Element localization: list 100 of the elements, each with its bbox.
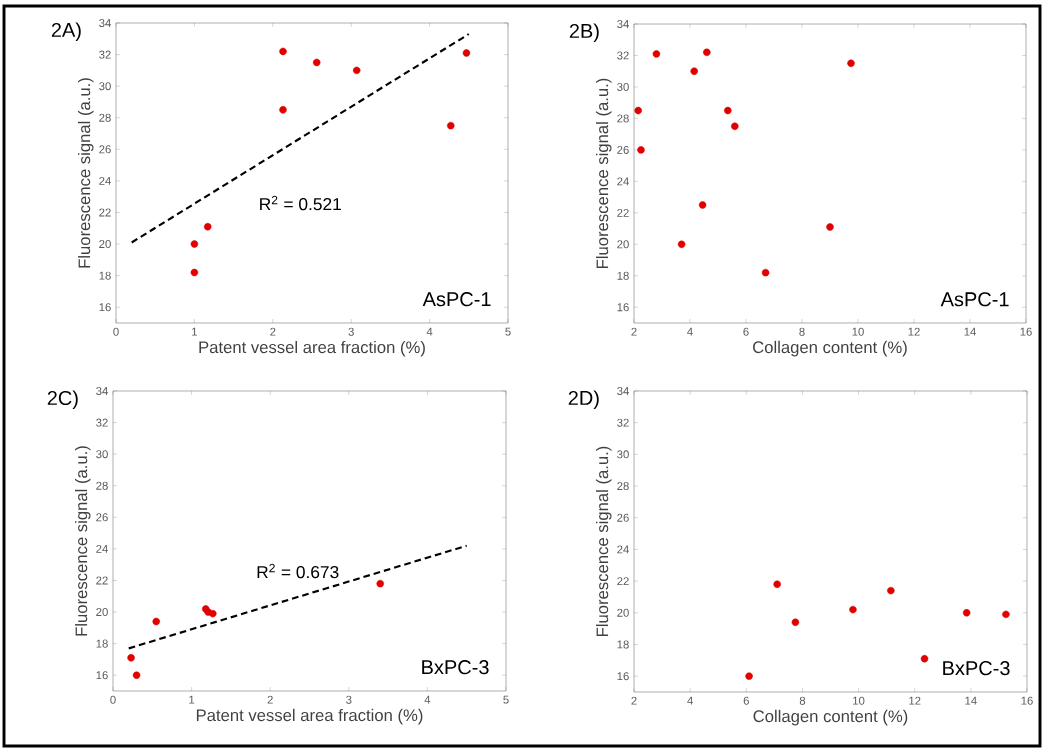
x-tick-label: 2 <box>270 327 276 336</box>
point <box>190 240 199 248</box>
chart-title: 2D) <box>568 390 599 410</box>
y-tick-label: 16 <box>96 671 108 680</box>
point <box>447 121 455 130</box>
y-tick-label: 34 <box>617 386 629 395</box>
point <box>637 146 645 154</box>
y-tick-label: 16 <box>617 303 629 312</box>
y-tick-label: 18 <box>617 640 629 649</box>
point <box>791 618 800 627</box>
x-axis-title: Patent vessel area fraction (%) <box>196 708 423 725</box>
x-tick-label: 6 <box>743 327 749 336</box>
y-tick-label: 22 <box>617 577 629 586</box>
x-tick-label: 2 <box>267 695 273 704</box>
y-tick-label: 28 <box>96 481 108 490</box>
y-tick-label: 24 <box>96 544 108 553</box>
y-tick-label: 18 <box>99 271 111 280</box>
point <box>962 609 971 617</box>
annotation: BxPC-3 <box>943 661 1010 676</box>
y-tick-label: 28 <box>99 113 111 122</box>
x-tick-label: 14 <box>964 327 976 336</box>
point <box>773 580 781 589</box>
x-axis-title: Patent vessel area fraction (%) <box>199 340 425 357</box>
point <box>204 222 212 231</box>
point <box>376 579 384 588</box>
x-axis-title: Collagen content (%) <box>753 709 908 726</box>
x-tick-label: 0 <box>110 695 116 704</box>
point <box>703 48 711 57</box>
y-tick-label: 26 <box>617 145 629 154</box>
x-tick-label: 10 <box>853 696 865 705</box>
x-tick-label: 5 <box>505 327 511 336</box>
point <box>920 654 929 663</box>
y-tick-label: 24 <box>617 177 629 186</box>
point <box>761 268 770 277</box>
x-tick-label: 2 <box>631 327 637 336</box>
y-tick-label: 26 <box>99 145 111 154</box>
y-tick-label: 30 <box>617 450 629 459</box>
x-tick-label: 8 <box>799 696 806 705</box>
y-axis-title: Fluorescence signal (a.u.) <box>595 446 612 637</box>
y-tick-label: 30 <box>617 82 629 91</box>
y-tick-label: 32 <box>617 418 629 427</box>
point <box>698 201 707 209</box>
point <box>745 672 753 680</box>
y-tick-label: 32 <box>617 51 629 60</box>
y-tick-label: 28 <box>617 482 629 491</box>
x-tick-label: 1 <box>192 327 197 336</box>
annotation: R$^{2}$ = 0.673 <box>257 563 339 579</box>
y-tick-label: 16 <box>99 303 111 312</box>
y-tick-label: 20 <box>617 240 629 249</box>
y-tick-label: 20 <box>617 608 629 617</box>
x-tick-label: 3 <box>346 695 352 704</box>
y-tick-label: 16 <box>617 672 629 681</box>
x-tick-label: 1 <box>189 695 195 704</box>
y-tick-label: 18 <box>617 271 629 280</box>
point <box>849 605 857 614</box>
point <box>677 240 686 249</box>
x-tick-label: 4 <box>687 327 693 336</box>
point <box>127 654 135 662</box>
x-tick-label: 6 <box>743 696 749 705</box>
y-tick-label: 28 <box>617 114 629 123</box>
y-tick-label: 30 <box>96 450 108 459</box>
point <box>279 106 287 114</box>
y-tick-label: 22 <box>96 576 108 585</box>
y-axis-title: Fluorescence signal (a.u.) <box>74 446 91 636</box>
y-axis-title: Fluorescence signal (a.u.) <box>595 78 612 269</box>
point <box>634 106 642 115</box>
x-tick-label: 5 <box>503 695 509 704</box>
y-tick-label: 20 <box>99 240 111 249</box>
point <box>352 66 361 75</box>
chart-title: 2C) <box>47 390 78 410</box>
x-tick-label: 2 <box>631 696 637 705</box>
x-tick-label: 0 <box>113 327 119 336</box>
point <box>724 106 732 115</box>
y-axis-title: Fluorescence signal (a.u.) <box>77 78 94 268</box>
chart-title: 2B) <box>569 23 599 43</box>
y-tick-label: 24 <box>99 176 111 185</box>
y-tick-label: 34 <box>99 19 111 28</box>
y-tick-label: 30 <box>99 82 111 91</box>
point <box>847 59 855 68</box>
point <box>312 58 321 67</box>
y-tick-label: 32 <box>96 418 108 427</box>
x-tick-label: 12 <box>909 696 921 705</box>
x-axis-title: Collagen content (%) <box>753 340 907 357</box>
y-tick-label: 22 <box>617 208 629 217</box>
x-tick-label: 8 <box>799 327 805 336</box>
annotation: R$^{2}$ = 0.521 <box>260 195 341 211</box>
x-tick-label: 4 <box>424 695 431 704</box>
x-tick-label: 4 <box>426 327 433 336</box>
x-tick-label: 16 <box>1020 327 1032 336</box>
point <box>152 617 160 626</box>
annotation: AsPC-1 <box>940 292 1009 307</box>
y-tick-label: 18 <box>96 639 108 648</box>
chart-title: 2A) <box>51 22 81 42</box>
annotation: AsPC-1 <box>422 292 491 307</box>
y-tick-label: 34 <box>96 386 108 395</box>
x-tick-label: 10 <box>852 327 864 336</box>
point <box>826 223 834 231</box>
point <box>279 47 287 56</box>
x-tick-label: 16 <box>1021 696 1033 705</box>
point <box>190 268 199 277</box>
